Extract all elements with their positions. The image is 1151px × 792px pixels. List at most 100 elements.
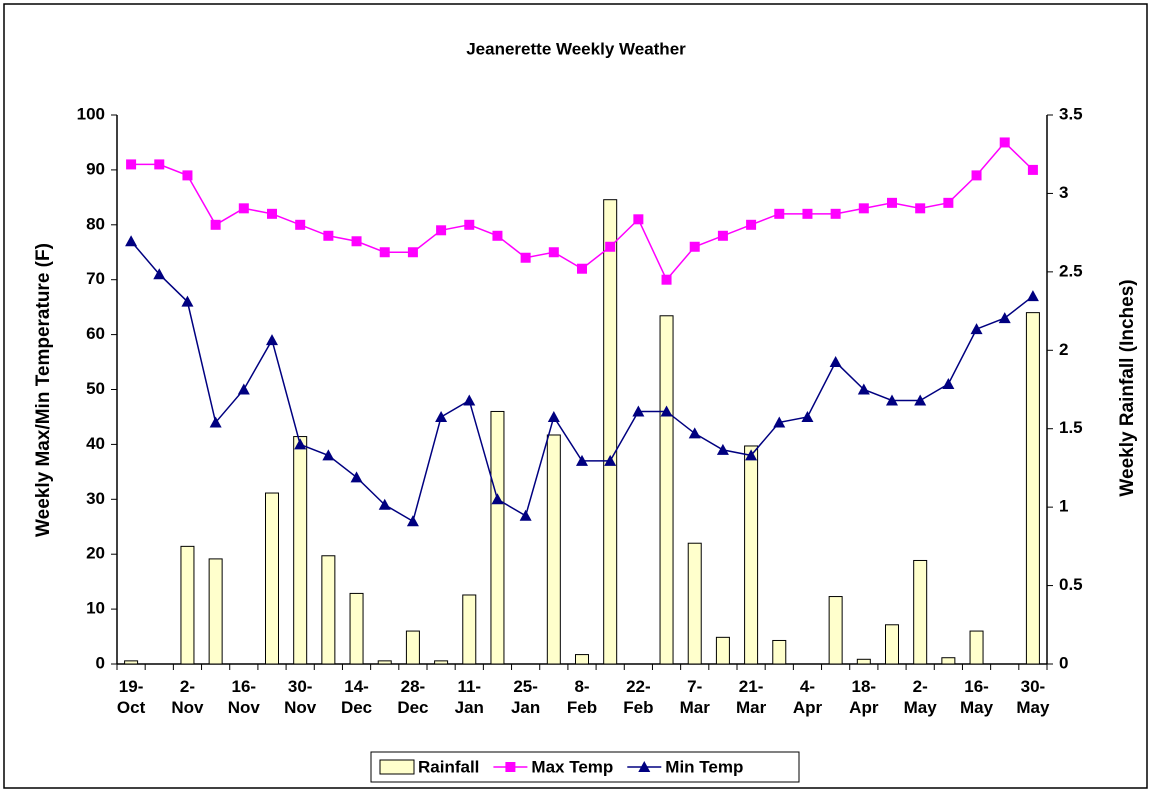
y-tick-label: 0 [96, 653, 105, 672]
bar [659, 315, 674, 665]
marker [548, 247, 559, 258]
marker [182, 170, 193, 181]
marker [1026, 290, 1039, 302]
marker [181, 295, 194, 307]
marker [238, 203, 249, 214]
bar [349, 592, 364, 665]
bar [405, 630, 420, 665]
y-tick-label: 70 [86, 269, 105, 288]
y2-tick-label: 2.5 [1059, 261, 1083, 280]
marker [322, 449, 335, 461]
marker [915, 203, 926, 214]
legend-label: Max Temp [531, 757, 613, 776]
y2-tick-label: 1.5 [1059, 418, 1083, 437]
marker [886, 394, 898, 406]
bar [124, 660, 139, 665]
x-tick-label: 22-Feb [623, 677, 654, 717]
y-tick-label: 30 [86, 489, 105, 508]
x-tick-label: 2-May [903, 677, 937, 717]
bar [941, 657, 956, 665]
bar [913, 559, 928, 665]
y-tick-label: 10 [86, 599, 105, 618]
y-tick-label: 80 [86, 214, 105, 233]
marker [857, 383, 870, 395]
marker [858, 203, 869, 214]
marker [153, 268, 166, 280]
x-tick-label: 21-Mar [735, 677, 767, 717]
marker [661, 274, 672, 285]
y2-tick-label: 0.5 [1059, 575, 1083, 594]
marker [464, 219, 475, 230]
marker [323, 230, 334, 241]
bar [1025, 312, 1040, 665]
marker [716, 443, 729, 455]
legend-marker [505, 762, 516, 772]
marker [970, 323, 983, 335]
y-tick-label: 40 [86, 434, 105, 453]
bar [828, 596, 843, 665]
bar [490, 410, 505, 665]
marker [773, 416, 786, 428]
bar [575, 654, 589, 665]
bar [715, 636, 730, 665]
x-tick-label: 16-Nov [227, 677, 260, 717]
marker [576, 454, 588, 466]
marker [943, 197, 954, 208]
bar [603, 199, 618, 665]
marker [999, 137, 1010, 148]
y-tick-label: 100 [77, 104, 105, 123]
marker [463, 394, 476, 406]
y2-tick-label: 1 [1059, 497, 1068, 516]
marker [998, 312, 1011, 324]
marker [126, 159, 137, 170]
bar [321, 555, 336, 665]
marker [406, 515, 419, 527]
marker [801, 410, 814, 422]
marker [154, 159, 165, 170]
bar [434, 660, 449, 665]
marker [210, 219, 221, 230]
marker [436, 225, 447, 236]
marker [125, 235, 138, 247]
x-tick-label: 8-Feb [566, 677, 598, 717]
bar [856, 658, 871, 665]
x-tick-label: 30-Nov [284, 677, 317, 717]
bar [546, 434, 561, 665]
bar [772, 639, 787, 665]
x-tick-label: 30-May [1016, 677, 1050, 717]
marker [632, 405, 645, 417]
marker [942, 378, 955, 390]
marker [605, 241, 616, 252]
y2-tick-label: 3 [1059, 183, 1068, 202]
legend-label: Rainfall [418, 757, 479, 776]
bar [293, 436, 308, 665]
x-tick-label: 25-Jan [510, 677, 541, 717]
marker [717, 230, 728, 241]
bar [969, 630, 984, 665]
bar [180, 545, 195, 665]
x-tick-label: 18-Apr [849, 677, 879, 717]
marker [209, 416, 222, 428]
marker [492, 230, 503, 241]
bar [208, 558, 223, 665]
bar [744, 445, 759, 665]
marker [350, 471, 363, 483]
x-tick-label: 4-Apr [792, 677, 823, 717]
legend-marker [638, 761, 651, 772]
marker [745, 449, 758, 461]
marker [746, 219, 757, 230]
marker [577, 263, 587, 274]
x-tick-label: 7-Mar [679, 677, 710, 717]
legend-swatch [379, 759, 415, 775]
y-tick-label: 60 [86, 324, 105, 343]
marker [829, 356, 842, 368]
y-tick-label: 20 [86, 544, 105, 563]
marker [914, 394, 927, 406]
chart-border [3, 3, 1148, 789]
marker [519, 509, 532, 521]
marker [774, 208, 785, 219]
bar [687, 542, 702, 665]
y2-axis-title: Weekly Rainfall (Inches) [1117, 279, 1138, 496]
marker [520, 252, 531, 263]
